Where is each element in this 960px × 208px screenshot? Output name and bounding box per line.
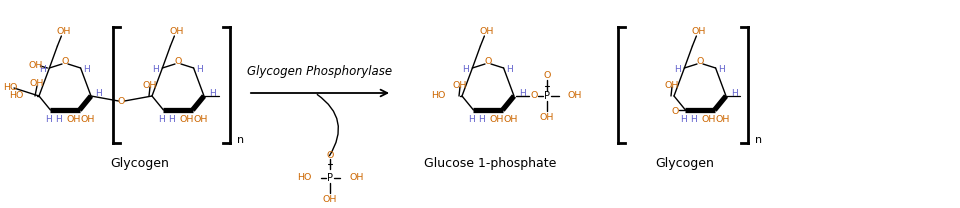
Text: OH: OH: [193, 115, 207, 125]
Text: H: H: [196, 66, 203, 74]
Text: H: H: [168, 115, 175, 125]
Text: Glycogen Phosphorylase: Glycogen Phosphorylase: [248, 66, 393, 78]
Text: H: H: [84, 66, 90, 74]
Text: H: H: [718, 66, 725, 74]
Text: H: H: [96, 88, 103, 98]
Text: H: H: [45, 115, 52, 125]
Text: Glucose 1-phosphate: Glucose 1-phosphate: [423, 156, 556, 170]
Text: OH: OH: [180, 115, 194, 125]
Text: Glycogen: Glycogen: [656, 156, 714, 170]
Text: H: H: [158, 115, 165, 125]
Text: H: H: [55, 115, 61, 125]
Text: HO: HO: [9, 92, 23, 100]
Text: O: O: [175, 57, 181, 67]
Text: OH: OH: [453, 82, 468, 90]
Text: H: H: [468, 115, 475, 125]
Text: HO: HO: [3, 83, 17, 93]
Text: OH: OH: [143, 82, 157, 90]
Text: OH: OH: [691, 26, 706, 36]
Text: OH: OH: [57, 26, 71, 36]
Text: H: H: [506, 66, 513, 74]
Text: OH: OH: [715, 115, 730, 125]
Text: P: P: [327, 173, 333, 183]
Text: O: O: [672, 108, 679, 116]
Text: H: H: [478, 115, 485, 125]
Text: H: H: [152, 66, 158, 74]
Text: OH: OH: [702, 115, 716, 125]
Text: OH: OH: [540, 114, 554, 123]
Text: OH: OH: [323, 196, 337, 204]
Text: OH: OH: [479, 26, 493, 36]
Text: OH: OH: [503, 115, 517, 125]
Text: Glycogen: Glycogen: [110, 156, 169, 170]
Text: OH: OH: [28, 62, 42, 71]
Text: OH: OH: [567, 92, 582, 100]
Text: H: H: [462, 66, 468, 74]
Text: OH: OH: [30, 79, 44, 88]
Text: H: H: [674, 66, 681, 74]
Text: HO: HO: [432, 92, 446, 100]
Text: HO: HO: [298, 173, 312, 182]
Text: H: H: [208, 88, 215, 98]
Text: H: H: [731, 88, 737, 98]
Text: O: O: [696, 57, 704, 67]
Text: O: O: [118, 97, 125, 105]
Text: O: O: [484, 57, 492, 67]
Text: OH: OH: [66, 115, 81, 125]
Text: OH: OH: [349, 173, 364, 182]
Text: OH: OH: [169, 26, 183, 36]
Text: OH: OH: [81, 115, 95, 125]
Text: n: n: [755, 135, 762, 145]
Text: OH: OH: [490, 115, 504, 125]
Text: H: H: [518, 88, 525, 98]
Text: n: n: [237, 135, 244, 145]
Text: OH: OH: [665, 82, 679, 90]
Text: O: O: [530, 92, 538, 100]
Text: H: H: [690, 115, 697, 125]
Text: H: H: [39, 66, 46, 74]
Text: O: O: [543, 71, 551, 79]
Text: H: H: [680, 115, 686, 125]
Text: O: O: [326, 151, 334, 160]
Text: O: O: [61, 57, 69, 67]
Text: P: P: [544, 91, 550, 101]
